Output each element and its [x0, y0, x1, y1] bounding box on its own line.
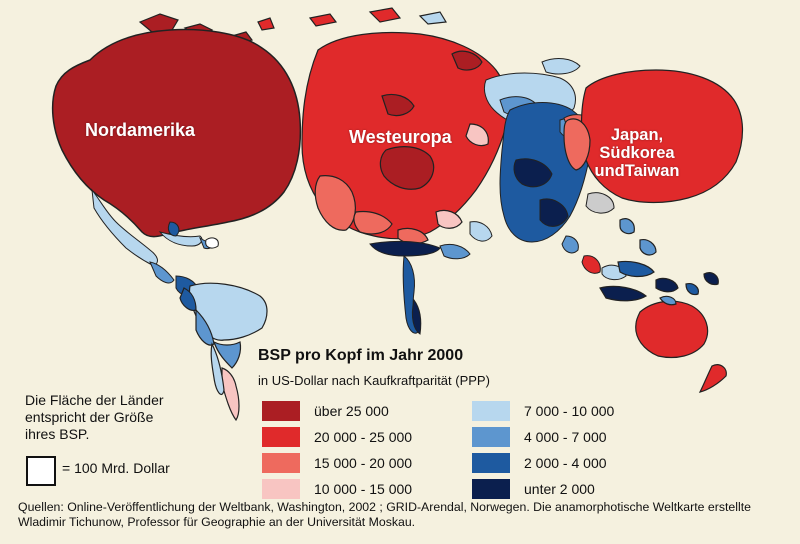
scale-label: = 100 Mrd. Dollar — [62, 460, 170, 476]
label-taiwan: undTaiwan — [594, 162, 680, 181]
legend-subtitle: in US-Dollar nach Kaufkraftparität (PPP) — [258, 373, 490, 388]
area-note: Die Fläche der Länder entspricht der Grö… — [25, 392, 164, 443]
legend-item: 2 000 - 4 000 — [472, 452, 614, 474]
label-south-korea: Südkorea — [599, 144, 675, 163]
legend-item: 10 000 - 15 000 — [262, 478, 412, 500]
legend-label: unter 2 000 — [524, 481, 595, 497]
legend-label: über 25 000 — [314, 403, 389, 419]
area-note-line: entspricht der Größe — [25, 409, 154, 425]
label-japan: Japan, — [610, 126, 664, 144]
area-note-line: ihres BSP. — [25, 426, 90, 442]
legend-swatch — [472, 427, 510, 447]
sources: Quellen: Online-Veröffentlichung der Wel… — [18, 500, 751, 530]
legend-swatch — [262, 453, 300, 473]
legend-label: 15 000 - 20 000 — [314, 455, 413, 471]
legend-swatch — [472, 401, 510, 421]
legend-column-right: 7 000 - 10 000 4 000 - 7 000 2 000 - 4 000… — [472, 400, 614, 504]
legend-swatch — [262, 401, 300, 421]
scale-box — [26, 456, 56, 486]
label-north-america: Nordamerika — [85, 120, 196, 140]
legend-swatch — [472, 479, 510, 499]
legend-title: BSP pro Kopf im Jahr 2000 — [258, 347, 464, 364]
label-east-asia: Japan, Südkorea undTaiwan — [590, 126, 684, 180]
legend-label: 4 000 - 7 000 — [524, 429, 607, 445]
central-america — [91, 188, 199, 296]
sources-line: Quellen: Online-Veröffentlichung der Wel… — [18, 500, 751, 514]
label-western-europe: Westeuropa — [349, 127, 452, 147]
europe — [301, 31, 510, 245]
sources-line: Wladimir Tichunow, Professor für Geograp… — [18, 515, 416, 529]
legend-label: 20 000 - 25 000 — [314, 429, 413, 445]
legend-item: 4 000 - 7 000 — [472, 426, 614, 448]
south-america — [179, 282, 268, 422]
legend-label: 7 000 - 10 000 — [524, 403, 615, 419]
east-asia — [563, 69, 744, 235]
legend-item: 7 000 - 10 000 — [472, 400, 614, 422]
legend-swatch — [262, 479, 300, 499]
north-america — [51, 28, 302, 238]
legend-item: unter 2 000 — [472, 478, 614, 500]
area-note-line: Die Fläche der Länder — [25, 392, 164, 408]
oceania — [599, 239, 727, 393]
legend-swatch — [262, 427, 300, 447]
africa-middle-east — [369, 221, 493, 335]
legend-swatch — [472, 453, 510, 473]
legend-label: 10 000 - 15 000 — [314, 481, 413, 497]
legend-label: 2 000 - 4 000 — [524, 455, 607, 471]
legend-column-left: über 25 000 20 000 - 25 000 15 000 - 20 00… — [262, 400, 412, 504]
legend-item: über 25 000 — [262, 400, 412, 422]
legend-item: 15 000 - 20 000 — [262, 452, 412, 474]
legend-item: 20 000 - 25 000 — [262, 426, 412, 448]
